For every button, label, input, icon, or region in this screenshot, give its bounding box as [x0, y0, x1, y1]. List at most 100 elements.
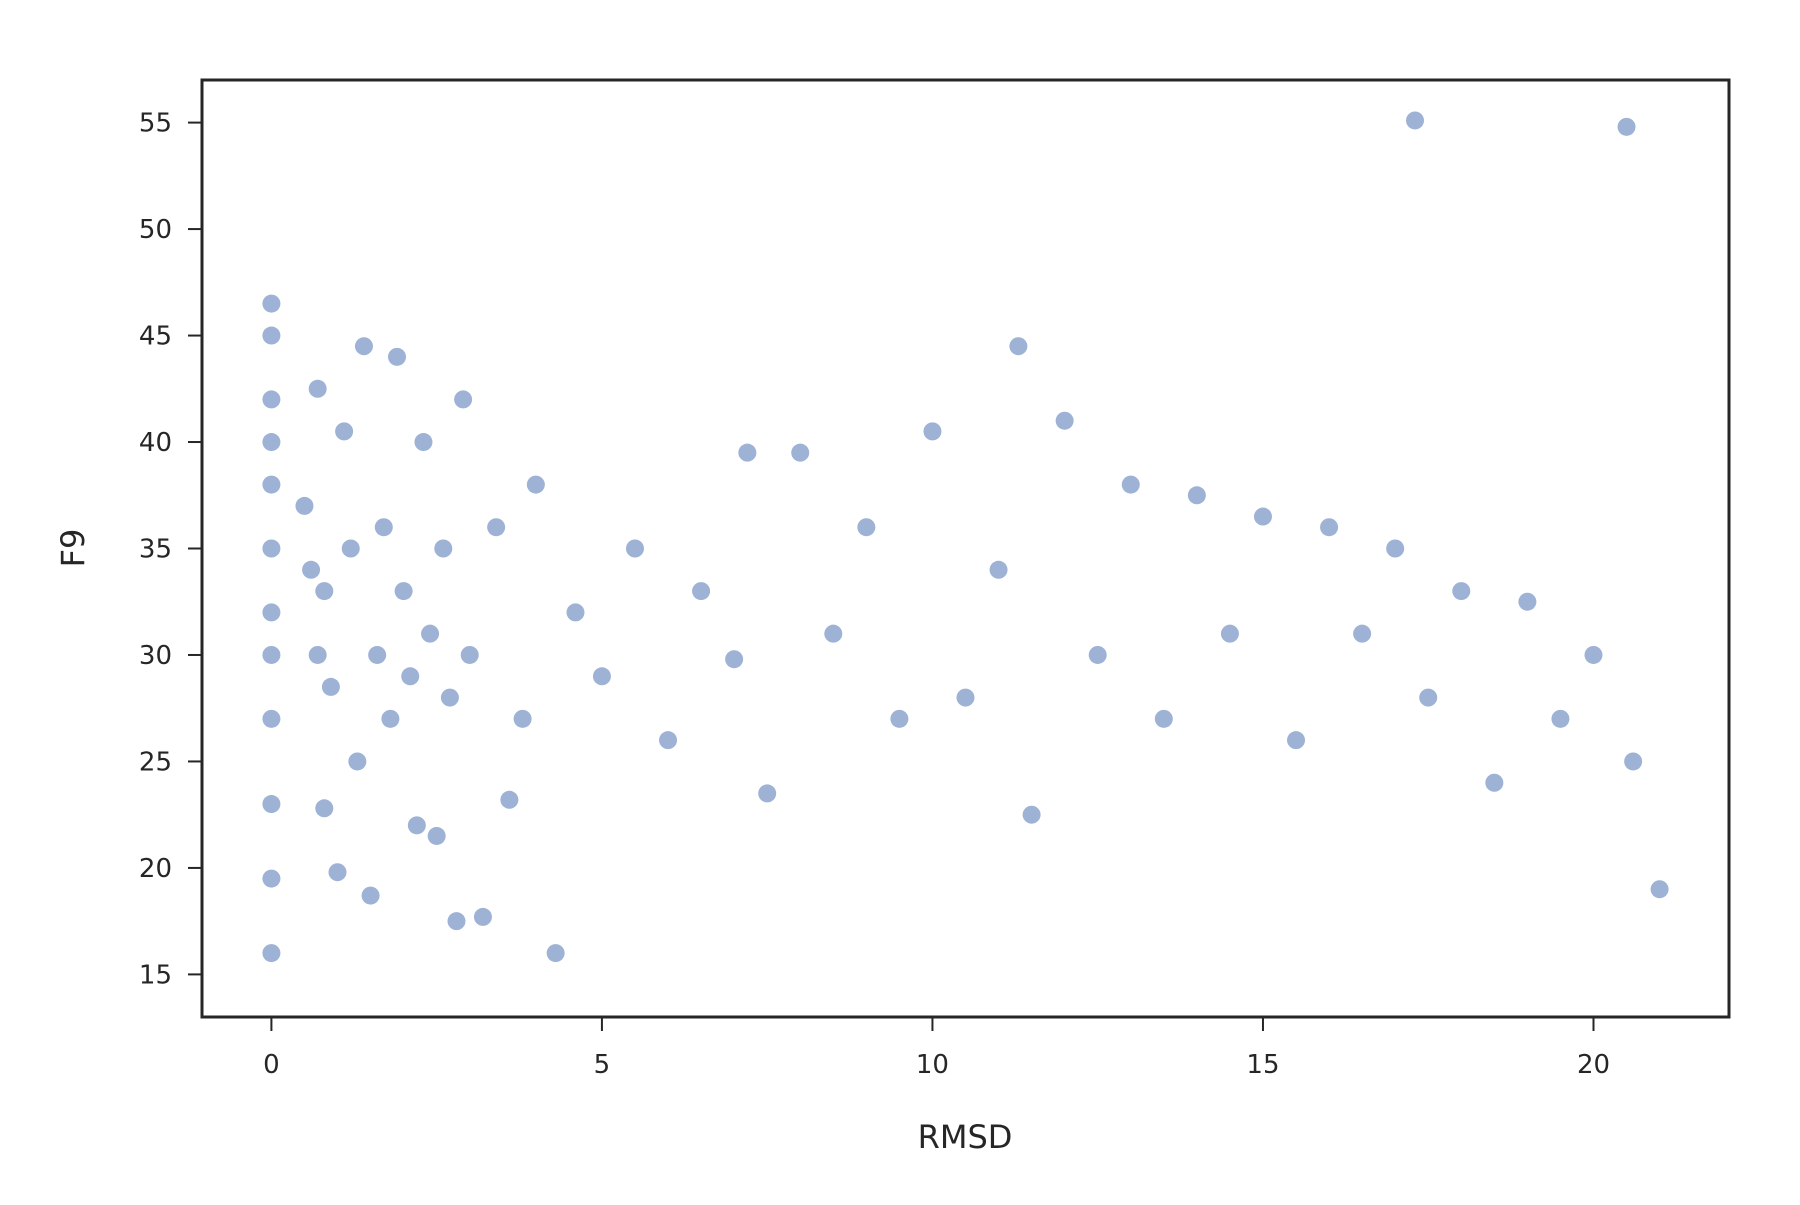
x-axis-label: RMSD	[918, 1118, 1013, 1156]
x-tick-label: 20	[1577, 1050, 1610, 1080]
y-axis-label: F9	[54, 529, 92, 568]
scatter-point	[1022, 805, 1041, 824]
scatter-point	[262, 603, 281, 622]
scatter-point	[592, 667, 611, 686]
scatter-point	[374, 518, 393, 537]
scatter-point	[262, 539, 281, 558]
x-tick-label: 10	[916, 1050, 949, 1080]
scatter-point	[1287, 731, 1306, 750]
scatter-point	[262, 433, 281, 452]
scatter-point	[262, 795, 281, 814]
scatter-point	[1055, 411, 1074, 430]
scatter-point	[302, 560, 321, 579]
scatter-point	[857, 518, 876, 537]
scatter-point	[1584, 645, 1603, 664]
scatter-point	[1485, 773, 1504, 792]
scatter-point	[308, 645, 327, 664]
scatter-point	[328, 863, 347, 882]
scatter-point	[308, 379, 327, 398]
scatter-point	[758, 784, 777, 803]
scatter-point	[1452, 582, 1471, 601]
scatter-point	[725, 650, 744, 669]
scatter-point	[546, 944, 565, 963]
scatter-point	[368, 645, 387, 664]
scatter-point	[388, 347, 407, 366]
scatter-point	[440, 688, 459, 707]
scatter-point	[421, 624, 440, 643]
scatter-point	[1617, 117, 1636, 136]
scatter-point	[791, 443, 810, 462]
scatter-point	[1386, 539, 1405, 558]
scatter-point	[1187, 486, 1206, 505]
scatter-point	[1121, 475, 1140, 494]
x-tick-label: 15	[1246, 1050, 1279, 1080]
y-tick-label: 15	[139, 960, 172, 990]
plot-frame	[200, 78, 1731, 1019]
scatter-point	[262, 869, 281, 888]
scatter-point	[1320, 518, 1339, 537]
scatter-point	[361, 886, 380, 905]
scatter-point	[454, 390, 473, 409]
scatter-point	[890, 709, 909, 728]
y-tick-label: 20	[139, 854, 172, 884]
scatter-point	[354, 337, 373, 356]
x-axis: 0 5 10 15 20	[263, 1017, 1610, 1080]
y-axis: 15 20 25 30 35 40 45 50 55	[139, 109, 202, 990]
scatter-point	[989, 560, 1008, 579]
y-tick-label: 30	[139, 641, 172, 671]
scatter-point	[487, 518, 506, 537]
scatter-point	[427, 826, 446, 845]
scatter-point	[414, 433, 433, 452]
x-tick-label: 5	[594, 1050, 611, 1080]
scatter-point	[262, 645, 281, 664]
scatter-point	[394, 582, 413, 601]
scatter-point	[335, 422, 354, 441]
scatter-point	[460, 645, 479, 664]
scatter-point	[262, 944, 281, 963]
scatter-point	[1650, 880, 1669, 899]
scatter-point	[295, 496, 314, 515]
scatter-point	[956, 688, 975, 707]
scatter-point	[500, 790, 519, 809]
points-layer	[262, 111, 1669, 963]
scatter-point	[447, 912, 466, 931]
scatter-point	[262, 294, 281, 313]
scatter-point	[1154, 709, 1173, 728]
scatter-point	[381, 709, 400, 728]
scatter-point	[1419, 688, 1438, 707]
scatter-point	[473, 907, 492, 926]
y-tick-label: 25	[139, 747, 172, 777]
y-tick-label: 45	[139, 322, 172, 352]
scatter-point	[824, 624, 843, 643]
y-tick-label: 35	[139, 535, 172, 565]
y-tick-label: 50	[139, 215, 172, 245]
scatter-point	[1009, 337, 1028, 356]
scatter-point	[262, 390, 281, 409]
scatter-point	[625, 539, 644, 558]
scatter-point	[692, 582, 711, 601]
scatter-point	[1253, 507, 1272, 526]
scatter-point	[1088, 645, 1107, 664]
scatter-point	[1518, 592, 1537, 611]
y-tick-label: 40	[139, 428, 172, 458]
scatter-point	[262, 326, 281, 345]
scatter-point	[315, 582, 334, 601]
scatter-point	[923, 422, 942, 441]
scatter-point	[315, 799, 334, 818]
scatter-point	[262, 475, 281, 494]
scatter-point	[1220, 624, 1239, 643]
scatter-point	[434, 539, 453, 558]
scatter-point	[566, 603, 585, 622]
scatter-point	[513, 709, 532, 728]
scatter-point	[1353, 624, 1372, 643]
scatter-point	[526, 475, 545, 494]
scatter-point	[1551, 709, 1570, 728]
scatter-point	[1624, 752, 1643, 771]
y-tick-label: 55	[139, 109, 172, 139]
scatter-point	[401, 667, 420, 686]
scatter-point	[407, 816, 426, 835]
x-tick-label: 0	[263, 1050, 280, 1080]
scatter-point	[1406, 111, 1425, 130]
